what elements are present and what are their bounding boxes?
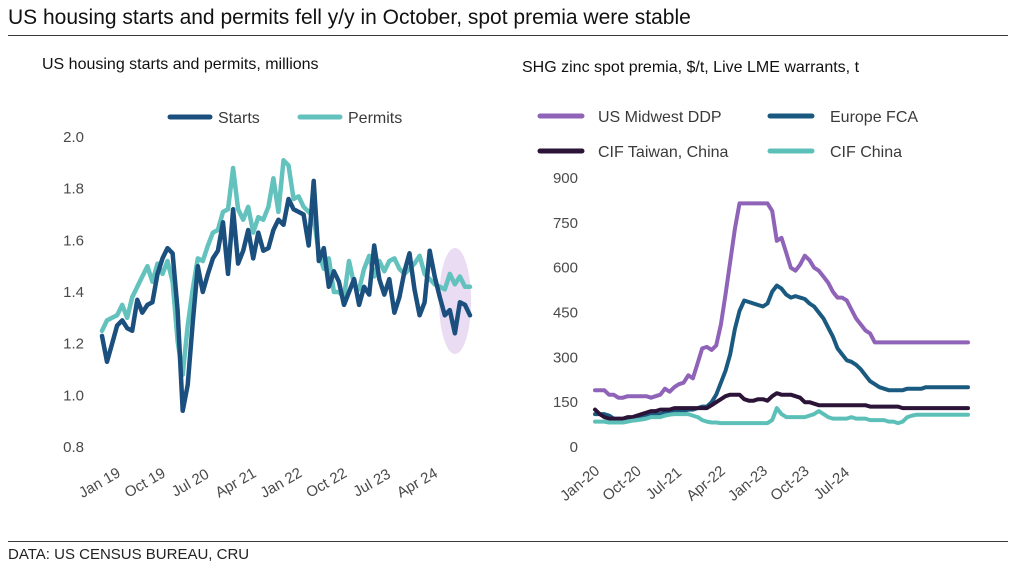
legend-label-0: US Midwest DDP: [598, 109, 722, 126]
series-line-3: [593, 406, 970, 426]
x-tick-label: Apr-22: [683, 463, 728, 505]
legend-label-permits: Permits: [348, 110, 402, 127]
x-tick-label: Oct 19: [122, 465, 169, 502]
x-tick-label: Jul 20: [169, 466, 212, 501]
y-tick-label: 1.6: [63, 232, 84, 249]
y-tick-label: 1.2: [63, 336, 84, 353]
series-line-1: [593, 283, 970, 423]
x-tick-label: Jan-20: [557, 462, 603, 505]
y-tick-label: 450: [553, 305, 578, 322]
legend-label-starts: Starts: [218, 110, 260, 127]
x-tick-label: Oct-23: [767, 463, 812, 505]
x-tick-label: Oct 22: [303, 465, 350, 502]
data-source-note: DATA: US CENSUS BUREAU, CRU: [8, 546, 250, 563]
series-line-starts: [99, 178, 473, 414]
y-tick-label: 1.4: [63, 284, 84, 301]
recent-months-highlight: [439, 248, 471, 354]
x-tick-label: Jul-21: [643, 464, 685, 503]
x-axis-labels: Jan-20Oct-20Jul-21Apr-22Jan-23Oct-23Jul-…: [557, 462, 853, 505]
footer-divider: [8, 541, 1008, 542]
chart-legend: Starts Permits: [167, 110, 402, 127]
x-tick-label: Apr 21: [212, 465, 259, 502]
y-tick-label: 1.0: [63, 387, 84, 404]
series-lines: [99, 158, 473, 414]
x-tick-label: Jul 23: [350, 466, 393, 501]
y-tick-label: 0: [570, 439, 578, 456]
x-tick-label: Jul-24: [811, 464, 853, 503]
series-line-permits: [99, 158, 473, 377]
y-axis-labels: 2.0 1.8 1.6 1.4 1.2 1.0 0.8: [63, 129, 84, 456]
legend-label-1: Europe FCA: [830, 109, 918, 126]
chart-legend: US Midwest DDP Europe FCA CIF Taiwan, Chin…: [537, 109, 918, 161]
x-tick-label: Jan 19: [76, 464, 124, 501]
zinc-premia-chart: 900 750 600 450 300 150 0 Jan-20Oct-20Jul-21Ap…: [537, 109, 970, 505]
page-headline: US housing starts and permits fell y/y i…: [8, 6, 691, 29]
y-tick-label: 2.0: [63, 129, 84, 146]
headline-divider: [8, 35, 1008, 36]
series-line-2: [593, 391, 970, 421]
chart-title-housing: US housing starts and permits, millions: [42, 56, 319, 73]
series-lines: [593, 201, 970, 426]
y-axis-labels: 900 750 600 450 300 150 0: [553, 170, 578, 456]
legend-label-2: CIF Taiwan, China: [598, 144, 729, 161]
y-tick-label: 0.8: [63, 439, 84, 456]
y-tick-label: 600: [553, 260, 578, 277]
x-tick-label: Apr 24: [394, 465, 441, 502]
x-tick-label: Jan 22: [257, 464, 305, 501]
y-tick-label: 750: [553, 215, 578, 232]
y-tick-label: 300: [553, 349, 578, 366]
y-tick-label: 150: [553, 394, 578, 411]
chart-title-zinc-premia: SHG zinc spot premia, $/t, Live LME warr…: [522, 59, 860, 76]
y-tick-label: 900: [553, 170, 578, 187]
x-tick-label: Jan-23: [725, 462, 771, 505]
y-tick-label: 1.8: [63, 181, 84, 198]
series-line-0: [593, 201, 970, 400]
legend-label-3: CIF China: [830, 144, 902, 161]
x-tick-label: Oct-20: [599, 463, 644, 505]
